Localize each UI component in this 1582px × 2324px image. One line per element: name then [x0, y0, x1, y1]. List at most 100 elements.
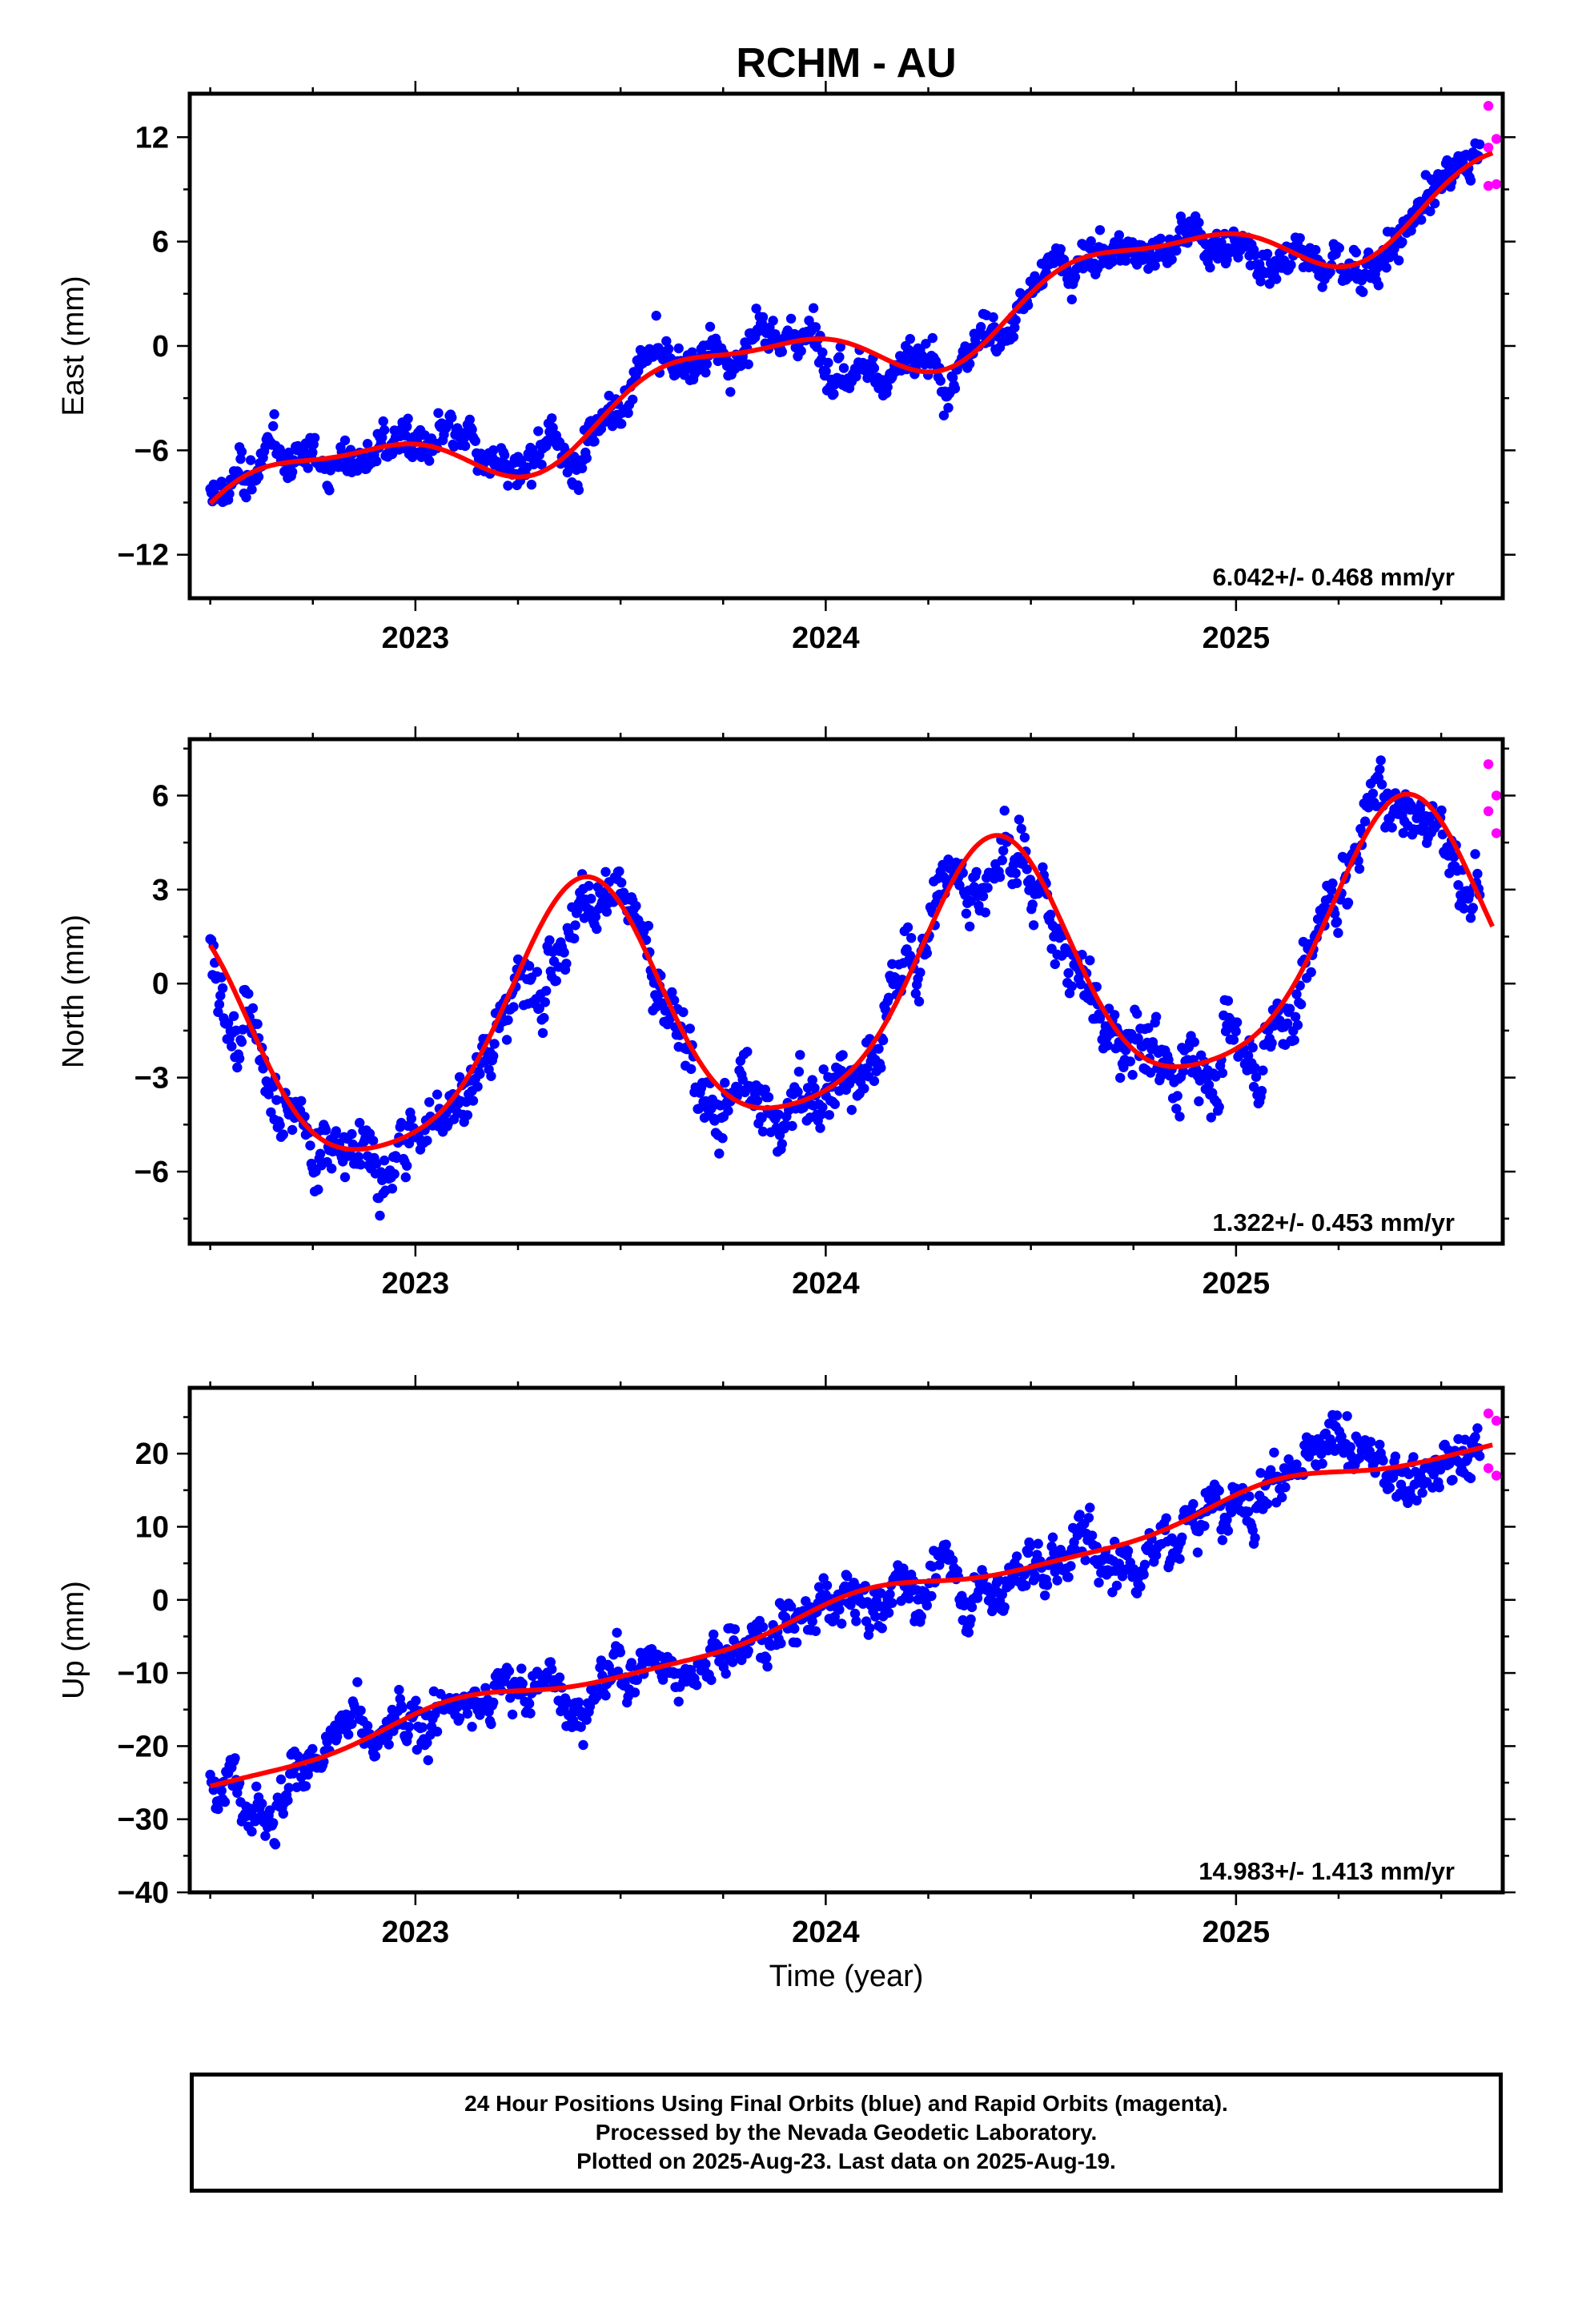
up-final-point — [1365, 1437, 1376, 1447]
north-x-tick-label: 2025 — [1203, 1267, 1271, 1301]
up-final-point — [507, 1709, 518, 1720]
north-final-point — [1027, 899, 1038, 910]
north-final-point — [475, 1068, 485, 1080]
up-y-tick-label: −30 — [118, 1803, 169, 1837]
north-final-point — [1256, 1086, 1267, 1096]
up-final-point — [488, 1697, 499, 1708]
east-final-point — [1171, 245, 1182, 256]
east-final-point — [547, 413, 557, 424]
north-rapid-point — [1483, 806, 1494, 817]
up-y-axis-label: Up (mm) — [57, 1581, 90, 1699]
north-final-point — [532, 967, 543, 977]
north-final-point — [1063, 967, 1074, 979]
up-final-point — [1434, 1482, 1444, 1493]
north-final-point — [569, 933, 580, 944]
north-final-point — [678, 1007, 689, 1018]
east-final-point — [821, 366, 831, 376]
up-final-point — [829, 1611, 841, 1622]
east-final-point — [1271, 274, 1282, 284]
east-final-point — [536, 460, 547, 470]
east-final-point — [269, 409, 279, 420]
north-final-point — [584, 881, 594, 891]
east-final-point — [701, 368, 711, 378]
east-final-point — [701, 359, 712, 369]
north-final-point — [236, 1036, 247, 1047]
east-final-point — [403, 413, 413, 424]
east-final-point — [1194, 217, 1204, 228]
east-final-point — [307, 447, 318, 458]
up-final-point — [673, 1696, 684, 1707]
up-final-point — [1199, 1521, 1210, 1531]
east-final-point — [247, 485, 257, 495]
east-final-point — [950, 383, 961, 394]
north-final-point — [869, 1076, 880, 1087]
north-final-point — [355, 1160, 366, 1170]
up-final-point — [1063, 1572, 1074, 1582]
up-final-point — [1188, 1498, 1199, 1510]
up-final-point — [1390, 1451, 1401, 1462]
up-final-point — [837, 1618, 847, 1629]
up-x-tick-label: 2023 — [382, 1916, 450, 1949]
up-final-point — [876, 1588, 886, 1598]
up-final-point — [247, 1826, 257, 1837]
east-final-point — [253, 472, 264, 482]
north-final-point — [999, 806, 1010, 816]
east-final-point — [339, 435, 351, 446]
east-final-point — [303, 463, 313, 473]
north-final-point — [1387, 822, 1397, 833]
up-final-point — [397, 1703, 408, 1713]
north-final-point — [1223, 995, 1234, 1006]
up-final-point — [516, 1663, 527, 1674]
up-final-point — [1030, 1570, 1040, 1581]
north-rapid-point — [1491, 790, 1502, 801]
east-final-point — [768, 316, 778, 326]
east-final-point — [1262, 248, 1273, 259]
north-model-fit-line — [208, 791, 1495, 1152]
north-final-point — [1291, 989, 1302, 999]
north-final-point — [315, 1148, 326, 1159]
up-final-point — [1277, 1492, 1287, 1502]
up-final-point — [547, 1664, 557, 1675]
up-final-point — [887, 1598, 897, 1608]
north-final-point — [1248, 1081, 1259, 1092]
north-final-point — [1046, 909, 1056, 920]
north-final-point — [275, 1120, 285, 1131]
up-final-point — [467, 1722, 477, 1732]
north-final-point — [1250, 1063, 1260, 1073]
east-rapid-point — [1491, 134, 1502, 144]
east-final-point — [447, 412, 457, 423]
up-final-point — [762, 1661, 773, 1672]
east-final-point — [947, 372, 958, 383]
north-final-point — [1464, 889, 1475, 900]
up-final-point — [417, 1722, 428, 1733]
east-final-point — [965, 359, 975, 369]
up-final-point — [791, 1637, 802, 1648]
north-final-point — [1251, 1072, 1262, 1083]
east-final-point — [1086, 236, 1096, 247]
north-final-point — [1289, 1035, 1299, 1046]
up-final-point — [1085, 1502, 1095, 1513]
east-final-point — [938, 410, 950, 420]
east-final-point — [1010, 315, 1021, 325]
up-final-point — [1222, 1514, 1232, 1526]
east-final-point — [378, 416, 388, 427]
up-final-point — [813, 1582, 825, 1592]
east-final-point — [1425, 206, 1435, 217]
north-final-point — [971, 866, 982, 878]
north-final-point — [544, 935, 555, 946]
east-x-tick-label: 2024 — [792, 621, 860, 655]
up-final-point — [851, 1616, 861, 1626]
up-final-point — [1223, 1526, 1234, 1536]
north-final-point — [232, 1062, 243, 1073]
up-final-point — [1291, 1459, 1302, 1470]
east-final-point — [757, 312, 769, 323]
up-final-point — [1244, 1491, 1255, 1502]
east-final-point — [1094, 225, 1106, 235]
up-final-point — [370, 1751, 381, 1761]
north-y-tick-label: −6 — [135, 1156, 169, 1189]
up-final-point — [292, 1751, 303, 1762]
up-final-point — [713, 1641, 723, 1651]
north-final-point — [590, 911, 601, 922]
east-final-point — [371, 456, 382, 467]
up-final-point — [1384, 1482, 1395, 1493]
